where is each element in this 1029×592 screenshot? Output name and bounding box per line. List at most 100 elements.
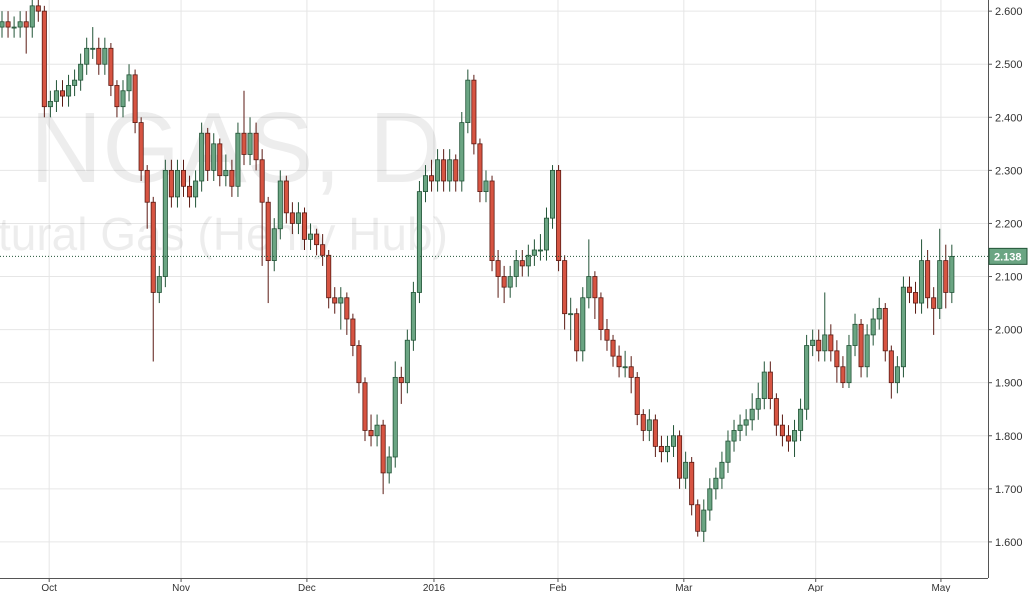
candle-body [864,334,870,368]
candle-body [664,445,670,453]
candle-body [23,21,29,28]
y-tick-label: 1.800 [995,431,1023,443]
x-tick-label: Nov [172,583,190,592]
candle-body [126,74,132,92]
y-tick-label: 2.500 [995,59,1023,71]
candle-body [241,132,247,155]
candle-body [743,419,749,426]
candle-body [392,376,398,458]
x-tick-label: Dec [298,583,316,592]
candle-body [59,90,66,97]
y-tick-label: 2.200 [995,218,1023,230]
candle-body [162,169,168,277]
candle-body [495,260,501,277]
candle-body [217,143,223,177]
candle-body [205,132,211,171]
candle-body [852,323,858,346]
candle-body [90,47,96,50]
candle-body [453,159,459,182]
candle-body [422,175,429,193]
candle-body [622,366,628,369]
candle-body [906,286,912,293]
candle-body [882,307,888,352]
candle-body [731,430,737,442]
candle-body [580,297,586,352]
candle-body [737,424,743,431]
candle-body [574,313,580,352]
candle-body [640,414,646,431]
candle-body [0,21,5,28]
candle-body [223,169,229,177]
candle-body [320,244,326,256]
candle-body [604,329,610,341]
candle-body [386,456,392,474]
candle-body [199,132,205,182]
candle-body [374,424,380,437]
candle-body [265,201,271,262]
candle-body [477,143,483,193]
candle-body [29,5,35,28]
candle-body [350,318,356,346]
x-tick-label: Feb [549,583,567,592]
candle-body [900,286,906,368]
candle-body [876,307,882,320]
y-tick-label: 1.900 [995,378,1023,390]
candle-body [102,47,108,65]
candle-body [187,185,193,198]
candle-body [308,233,314,240]
candle-body [755,398,761,410]
candle-body [773,398,779,426]
candle-body [658,445,664,453]
candle-body [695,504,701,532]
candle-body [17,21,23,28]
candles [0,0,988,542]
candle-body [713,477,719,490]
candle-body [47,100,53,108]
x-tick-label: Mar [675,583,693,592]
candle-body [646,419,652,431]
candle-body [610,339,616,357]
last-price-box [988,247,1028,265]
candle-body [804,345,810,410]
candle-body [465,79,471,124]
candle-body [259,159,265,203]
candle-body [725,440,731,463]
candle-body [761,371,767,400]
candle-body [235,132,241,187]
candle-body [822,334,828,352]
candle-body [35,5,41,12]
candle-body [701,509,707,532]
candle-body [937,260,943,309]
candle-body [537,249,543,252]
candle-body [846,345,852,384]
candle-body [362,382,368,431]
candle-body [120,90,126,108]
x-tick-label: 2016 [423,583,446,592]
candle-body [132,74,138,124]
y-tick-label: 2.600 [995,6,1023,18]
candle-body [150,201,156,293]
candle-body [144,169,150,203]
candle-body [671,435,677,447]
candle-body [138,122,144,171]
candle-body [108,47,114,86]
candle-body [368,430,374,437]
candle-body [344,297,350,320]
candle-body [810,339,816,346]
candle-body [507,276,513,288]
candle-body [332,297,338,304]
y-tick-label: 2.300 [995,165,1023,177]
candle-body [489,180,495,262]
candle-body [253,132,259,161]
candle-body [925,260,931,299]
candle-body [326,254,332,299]
candle-body [870,318,876,336]
candle-body [301,212,308,240]
candle-body [943,260,949,293]
candle-body [719,461,725,479]
candle-body [356,345,362,384]
last-price-label: 2.138 [994,251,1022,263]
candle-body [459,122,465,182]
